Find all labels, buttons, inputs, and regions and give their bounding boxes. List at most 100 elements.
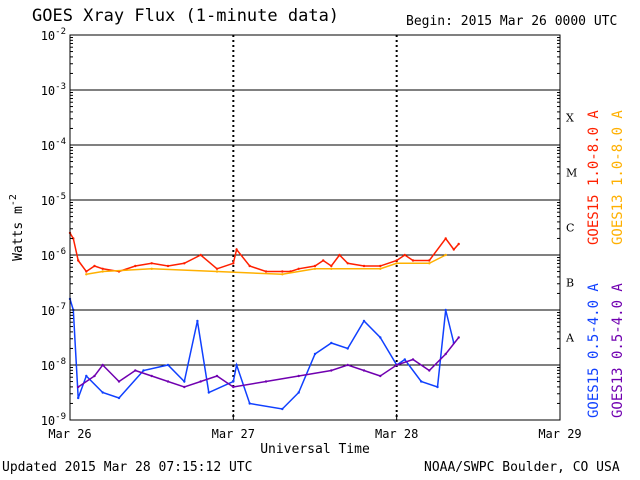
- flare-class-labels: X M C B A: [565, 112, 577, 345]
- series-point: [362, 264, 366, 268]
- series-point: [93, 264, 96, 268]
- series-point: [166, 363, 170, 367]
- series-point: [93, 374, 96, 378]
- series-layer: [68, 231, 460, 411]
- series-point: [183, 380, 186, 383]
- y-axis-label: Watts m-2: [8, 194, 26, 261]
- x-tick-label: Mar 27: [212, 427, 255, 441]
- series-point: [77, 259, 80, 262]
- series-point: [362, 319, 366, 323]
- y-axis-label-base: Watts m: [11, 206, 26, 261]
- series-point: [428, 369, 431, 372]
- series-point: [379, 336, 382, 339]
- series-point: [142, 369, 145, 372]
- series-point: [150, 262, 153, 265]
- y-tick-label: 10-6: [41, 247, 66, 263]
- series-point: [235, 248, 238, 251]
- series-point: [77, 385, 80, 389]
- series-point: [346, 363, 349, 367]
- series-point: [444, 308, 447, 312]
- x-tick-label: Mar 26: [48, 427, 91, 441]
- series-point: [117, 380, 121, 383]
- series-point: [395, 262, 398, 265]
- series-point: [199, 380, 202, 383]
- plot-frame: [69, 34, 561, 421]
- series-point: [403, 358, 406, 361]
- series-point: [313, 352, 317, 356]
- legend-item: GOES15 0.5-4.0 A: [586, 283, 602, 418]
- series-point: [362, 369, 366, 372]
- y-tick-label: 10-7: [41, 302, 66, 318]
- legend-item: GOES13 1.0-8.0 A: [610, 110, 626, 245]
- y-tick-label: 10-2: [41, 27, 66, 43]
- y-tick-label: 10-9: [41, 412, 66, 428]
- series-line: [77, 337, 460, 388]
- series-point: [330, 369, 333, 372]
- series-point: [457, 336, 460, 339]
- flare-class-label: B: [566, 277, 574, 290]
- series-point: [330, 267, 333, 270]
- flare-class-label: M: [566, 167, 577, 180]
- updated-timestamp: Updated 2015 Mar 28 07:15:12 UTC: [2, 460, 253, 475]
- series-point: [322, 259, 325, 262]
- series-point: [235, 363, 238, 367]
- legend-item: GOES13 0.5-4.0 A: [610, 283, 626, 418]
- series-point: [196, 319, 199, 323]
- series-point: [101, 270, 104, 273]
- series-point: [452, 248, 455, 251]
- series-point: [428, 262, 431, 265]
- series-point: [330, 264, 333, 268]
- series-point: [379, 374, 382, 378]
- y-tick-label: 10-8: [41, 357, 66, 373]
- y-tick-label: 10-4: [41, 137, 66, 153]
- series-point: [379, 267, 382, 270]
- series-point: [207, 391, 210, 394]
- series-point: [101, 363, 104, 367]
- series-point: [199, 253, 202, 257]
- series-point: [85, 273, 88, 276]
- series-point: [281, 273, 284, 276]
- series-point: [183, 262, 186, 265]
- series-point: [166, 380, 170, 383]
- series-point: [232, 262, 235, 265]
- series-point: [379, 264, 382, 268]
- series-point: [281, 270, 284, 273]
- series-point: [436, 385, 439, 389]
- series-point: [248, 264, 251, 268]
- series-point: [313, 267, 317, 270]
- series-point: [281, 407, 284, 411]
- flare-class-label: A: [565, 332, 575, 345]
- series-point: [444, 352, 447, 356]
- series-point: [215, 270, 219, 273]
- series-point: [411, 358, 415, 361]
- series-point: [330, 341, 333, 345]
- flare-class-label: X: [566, 112, 574, 125]
- series-point: [395, 259, 398, 262]
- y-tick-labels: 10-2 10-3 10-4 10-5 10-6 10-7 10-8 10-9: [41, 27, 560, 428]
- series-point: [232, 385, 235, 389]
- x-tick-label: Mar 28: [375, 427, 418, 441]
- y-axis-label-exponent: -2: [8, 194, 19, 206]
- series-point: [72, 237, 75, 240]
- series-point: [215, 374, 219, 378]
- series-point: [297, 391, 300, 394]
- x-tick-label: Mar 29: [538, 427, 581, 441]
- flare-class-label: C: [566, 222, 574, 235]
- series-point: [101, 267, 104, 270]
- series-point: [215, 267, 219, 270]
- credit-label: NOAA/SWPC Boulder, CO USA: [424, 460, 620, 475]
- series-point: [150, 374, 153, 378]
- series-point: [85, 270, 88, 273]
- series-point: [264, 270, 268, 273]
- series-point: [457, 242, 460, 246]
- series-point: [420, 380, 423, 383]
- series-point: [338, 253, 341, 257]
- series-point: [395, 363, 398, 367]
- grid-layer: [70, 35, 560, 420]
- series-point: [297, 267, 300, 270]
- series-point: [134, 264, 137, 268]
- series-line: [69, 232, 460, 273]
- series-point: [85, 374, 88, 378]
- series-point: [232, 380, 235, 383]
